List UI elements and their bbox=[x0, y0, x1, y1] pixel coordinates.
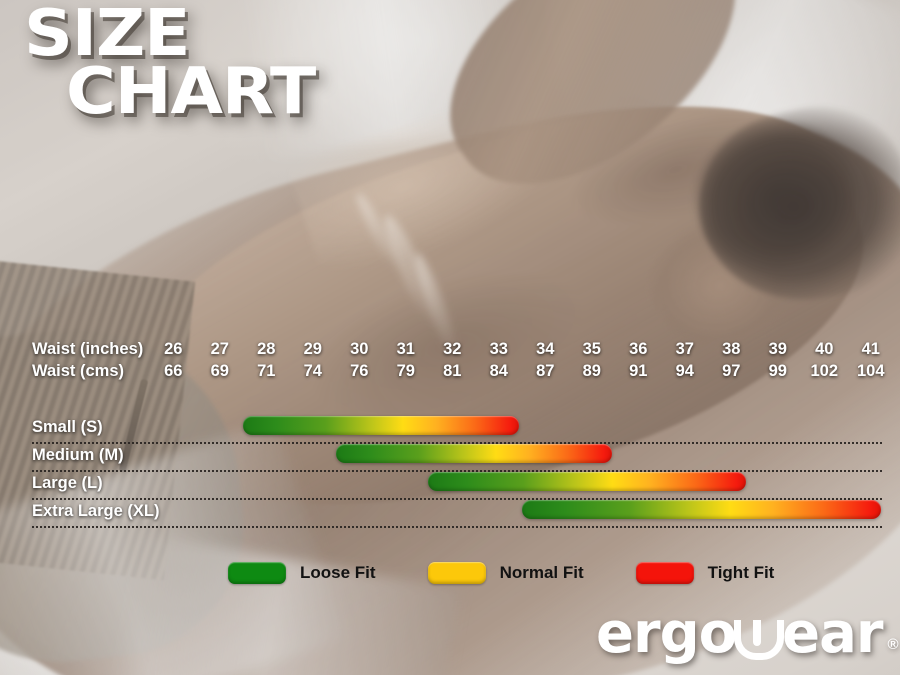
measurement-cell: 36 bbox=[629, 340, 648, 358]
measurement-values-inches: 26 27 28 29 30 31 32 33 34 35 36 37 38 3… bbox=[150, 340, 894, 359]
measurement-cell: 104 bbox=[856, 362, 885, 380]
measurement-cell: 30 bbox=[350, 340, 369, 358]
measurement-cell: 33 bbox=[489, 340, 508, 358]
row-separator bbox=[32, 470, 882, 472]
measurement-row-label: Waist (inches) bbox=[32, 340, 144, 358]
legend-label-loose: Loose Fit bbox=[300, 563, 376, 582]
legend-swatch-loose bbox=[228, 562, 286, 584]
measurement-cell: 94 bbox=[675, 362, 694, 380]
row-separator bbox=[32, 526, 882, 528]
legend-item-loose: Loose Fit bbox=[228, 562, 376, 584]
measurement-cell: 74 bbox=[303, 362, 322, 380]
page-title: SIZE CHART bbox=[24, 2, 316, 123]
measurement-table: Waist (inches) 26 27 28 29 30 31 32 33 3… bbox=[0, 340, 900, 384]
legend-label-tight: Tight Fit bbox=[707, 563, 775, 582]
measurement-cell: 66 bbox=[164, 362, 183, 380]
measurement-cell: 26 bbox=[164, 340, 183, 358]
measurement-cell: 81 bbox=[443, 362, 462, 380]
legend-item-normal: Normal Fit bbox=[427, 562, 584, 584]
measurement-cell: 79 bbox=[396, 362, 415, 380]
measurement-cell: 99 bbox=[768, 362, 787, 380]
measurement-cell: 71 bbox=[257, 362, 276, 380]
registered-trademark-icon: ® bbox=[887, 636, 899, 653]
brand-logo: ergo ear ® bbox=[596, 606, 899, 662]
measurement-cell: 35 bbox=[582, 340, 601, 358]
measurement-cell: 39 bbox=[768, 340, 787, 358]
size-row-small: Small (S) bbox=[0, 414, 900, 444]
measurement-cell: 84 bbox=[489, 362, 508, 380]
measurement-cell: 102 bbox=[810, 362, 839, 380]
legend: Loose Fit Normal Fit Tight Fit bbox=[228, 562, 774, 584]
measurement-cell: 38 bbox=[722, 340, 741, 358]
size-row-extra-large: Extra Large (XL) bbox=[0, 498, 900, 528]
measurement-cell: 97 bbox=[722, 362, 741, 380]
measurement-row-cms: Waist (cms) 66 69 71 74 76 79 81 84 87 8… bbox=[0, 362, 900, 384]
measurement-row-inches: Waist (inches) 26 27 28 29 30 31 32 33 3… bbox=[0, 340, 900, 362]
size-row-label: Large (L) bbox=[32, 474, 103, 492]
size-row-medium: Medium (M) bbox=[0, 442, 900, 472]
measurement-cell: 89 bbox=[582, 362, 601, 380]
measurement-cell: 27 bbox=[210, 340, 229, 358]
fit-bar-medium bbox=[336, 444, 612, 463]
title-line-chart: CHART bbox=[66, 54, 316, 129]
measurement-values-cms: 66 69 71 74 76 79 81 84 87 89 91 94 97 9… bbox=[150, 362, 894, 381]
logo-text-ear: ear bbox=[782, 601, 883, 666]
row-separator bbox=[32, 498, 882, 500]
measurement-cell: 91 bbox=[629, 362, 648, 380]
logo-wordmark: ergo ear bbox=[596, 606, 884, 662]
fit-bar-small bbox=[243, 416, 519, 435]
size-row-label: Extra Large (XL) bbox=[32, 502, 160, 520]
legend-label-normal: Normal Fit bbox=[499, 563, 584, 582]
size-row-label: Medium (M) bbox=[32, 446, 124, 464]
logo-text-ergo: ergo bbox=[596, 601, 737, 666]
measurement-cell: 40 bbox=[815, 340, 834, 358]
measurement-cell: 87 bbox=[536, 362, 555, 380]
measurement-cell: 32 bbox=[443, 340, 462, 358]
fit-bar-large bbox=[428, 472, 746, 491]
measurement-row-label: Waist (cms) bbox=[32, 362, 124, 380]
logo-w-icon bbox=[732, 606, 786, 660]
legend-item-tight: Tight Fit bbox=[635, 562, 775, 584]
legend-swatch-normal bbox=[427, 562, 486, 584]
measurement-cell: 34 bbox=[536, 340, 555, 358]
row-separator bbox=[32, 442, 882, 444]
fit-bar-extra-large bbox=[522, 500, 881, 519]
measurement-cell: 69 bbox=[210, 362, 229, 380]
measurement-cell: 29 bbox=[303, 340, 322, 358]
measurement-cell: 37 bbox=[675, 340, 694, 358]
measurement-cell: 28 bbox=[257, 340, 276, 358]
title-line-size: SIZE bbox=[24, 0, 190, 71]
size-row-large: Large (L) bbox=[0, 470, 900, 500]
size-row-label: Small (S) bbox=[32, 418, 103, 436]
measurement-cell: 76 bbox=[350, 362, 369, 380]
size-rows: Small (S) Medium (M) Large (L) Extra Lar… bbox=[0, 414, 900, 528]
legend-swatch-tight bbox=[635, 562, 694, 584]
measurement-cell: 31 bbox=[396, 340, 415, 358]
measurement-cell: 41 bbox=[861, 340, 880, 358]
